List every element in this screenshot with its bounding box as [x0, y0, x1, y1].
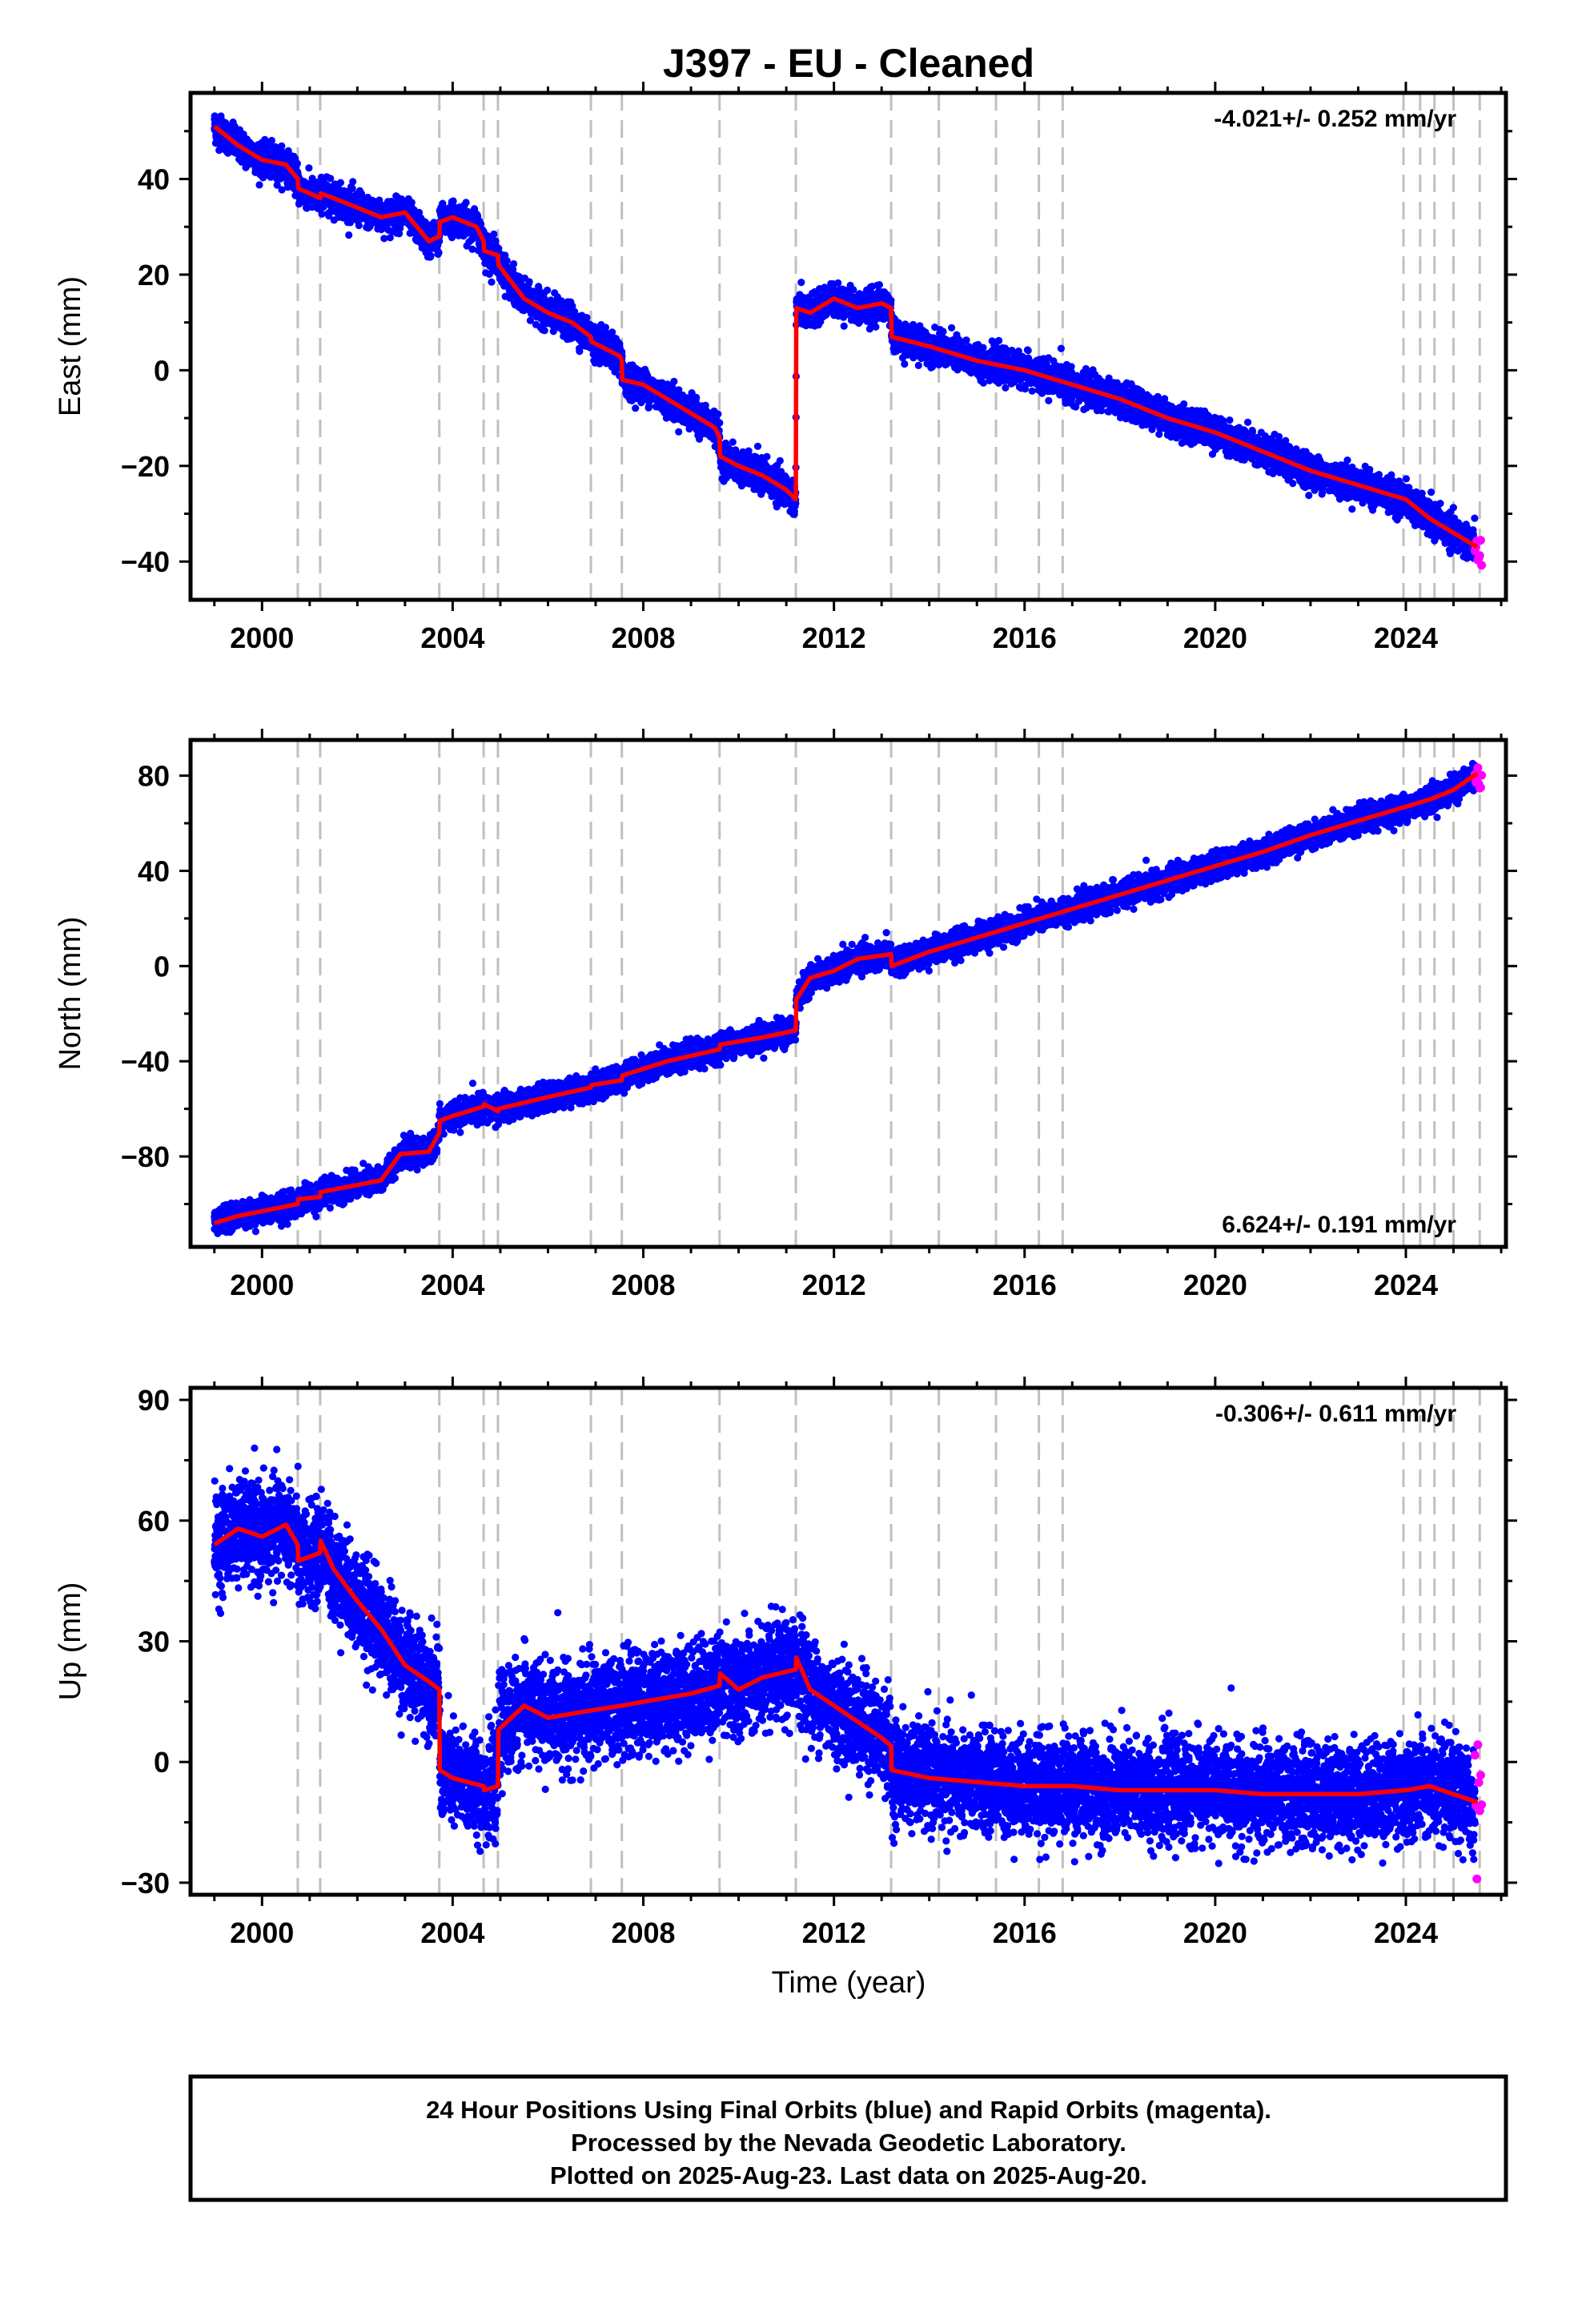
final-orbit-point	[490, 230, 498, 238]
final-orbit-point	[503, 257, 511, 265]
final-orbit-point	[396, 230, 404, 238]
final-orbit-point	[488, 278, 496, 286]
final-orbit-point	[278, 142, 286, 150]
final-orbit-point	[834, 279, 842, 287]
final-orbit-point	[325, 211, 333, 220]
final-orbit-point	[797, 279, 805, 287]
final-orbit-point	[255, 181, 263, 189]
final-orbit-point	[408, 199, 416, 207]
final-orbit-point	[386, 234, 394, 242]
final-orbit-point	[293, 159, 301, 167]
final-orbit-point	[583, 314, 591, 322]
final-orbit-point	[544, 286, 552, 294]
final-orbit-point	[267, 136, 275, 145]
final-orbit-point	[675, 428, 683, 436]
final-orbit-point	[840, 322, 848, 330]
final-orbit-point	[355, 221, 363, 230]
final-orbit-point	[763, 452, 771, 460]
final-orbit-point	[468, 245, 476, 253]
final-orbit-point	[273, 181, 281, 189]
final-orbit-point	[525, 278, 533, 286]
final-orbit-point	[327, 175, 335, 183]
final-orbit-point	[416, 208, 424, 216]
final-orbit-point	[714, 410, 722, 418]
final-orbit-point	[345, 231, 353, 239]
final-orbit-point	[776, 456, 784, 465]
final-orbit-point	[427, 251, 435, 259]
final-orbit-point	[632, 404, 640, 412]
final-orbit-point	[462, 199, 470, 207]
final-orbit-point	[510, 259, 518, 268]
final-orbit-point	[576, 348, 584, 356]
final-orbit-point	[348, 184, 356, 192]
chart-title: J397 - EU - Cleaned	[663, 41, 1034, 86]
final-orbit-point	[349, 178, 357, 186]
final-orbit-point	[729, 438, 737, 446]
final-orbit-point	[753, 442, 762, 450]
final-orbit-point	[380, 235, 388, 243]
final-orbit-point	[305, 164, 313, 172]
panel-east: 2000 2004 2008 2012 2016 2020 2024−40−2002040E…	[54, 82, 1517, 654]
final-orbit-point	[670, 377, 678, 385]
final-orbit-point	[435, 248, 443, 256]
final-orbit-point	[540, 327, 548, 335]
final-orbit-point	[716, 419, 724, 427]
final-orbit-point	[477, 220, 485, 228]
final-orbit-point	[849, 286, 857, 294]
plot-area	[211, 93, 1487, 600]
final-orbit-point	[318, 210, 326, 218]
final-orbit-point	[278, 186, 286, 194]
final-orbit-point	[336, 179, 344, 187]
final-orbit-point	[449, 197, 457, 205]
